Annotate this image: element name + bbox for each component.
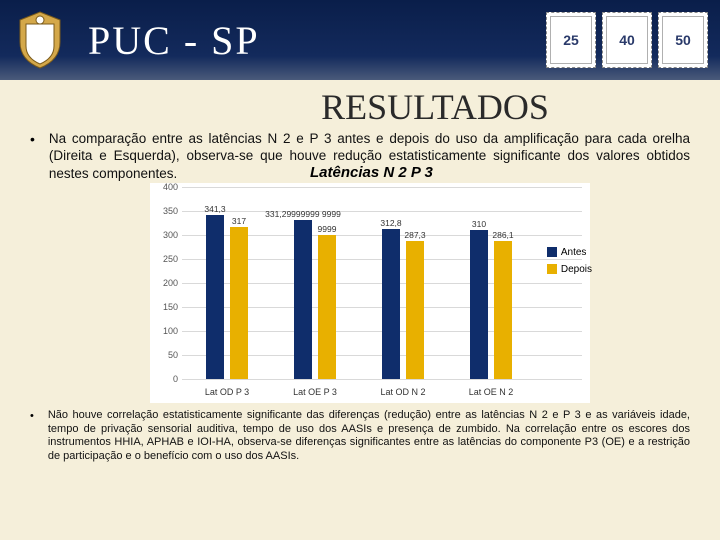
bar-value-label: 9999: [318, 224, 337, 234]
section-title: RESULTADOS: [180, 86, 690, 128]
header-bar: PUC - SP 25 40 50: [0, 0, 720, 80]
x-axis-label: Lat OE P 3: [293, 387, 337, 397]
bullet-icon: •: [30, 411, 34, 464]
bar-value-label: 286,1: [492, 230, 513, 240]
slide-content: RESULTADOS • Na comparação entre as latê…: [0, 80, 720, 474]
x-axis-label: Lat OD N 2: [380, 387, 425, 397]
x-axis-label: Lat OD P 3: [205, 387, 249, 397]
stamp-row: 25 40 50: [546, 12, 708, 68]
bar-value-label: 341,3: [204, 204, 225, 214]
legend-label: Depois: [561, 264, 592, 275]
legend-item-depois: Depois: [547, 264, 592, 275]
bar: [470, 230, 488, 379]
bar: [294, 220, 312, 379]
stamp-25: 25: [546, 12, 596, 68]
bar: [206, 215, 224, 379]
stamp-50: 50: [658, 12, 708, 68]
bar: [494, 241, 512, 378]
paragraph-2: Não houve correlação estatisticamente si…: [48, 409, 690, 464]
bar: [382, 229, 400, 379]
bar: [230, 227, 248, 379]
bar-value-label: 317: [232, 216, 246, 226]
bar-value-label: 287,3: [404, 230, 425, 240]
bar-value-label: 312,8: [380, 218, 401, 228]
bullet-2: • Não houve correlação estatisticamente …: [30, 409, 690, 464]
legend-item-antes: Antes: [547, 247, 592, 258]
bar-value-label: 331,29999999 9999: [265, 209, 341, 219]
bullet-icon: •: [30, 132, 35, 182]
legend-label: Antes: [561, 247, 587, 258]
latency-bar-chart: 050100150200250300350400341,3317331,2999…: [150, 183, 590, 403]
bar: [406, 241, 424, 379]
bar: [318, 235, 336, 379]
crest-logo: [12, 10, 68, 70]
university-title: PUC - SP: [88, 17, 260, 64]
bar-value-label: 310: [472, 219, 486, 229]
stamp-40: 40: [602, 12, 652, 68]
x-axis-label: Lat OE N 2: [469, 387, 514, 397]
chart-legend: Antes Depois: [547, 247, 592, 281]
